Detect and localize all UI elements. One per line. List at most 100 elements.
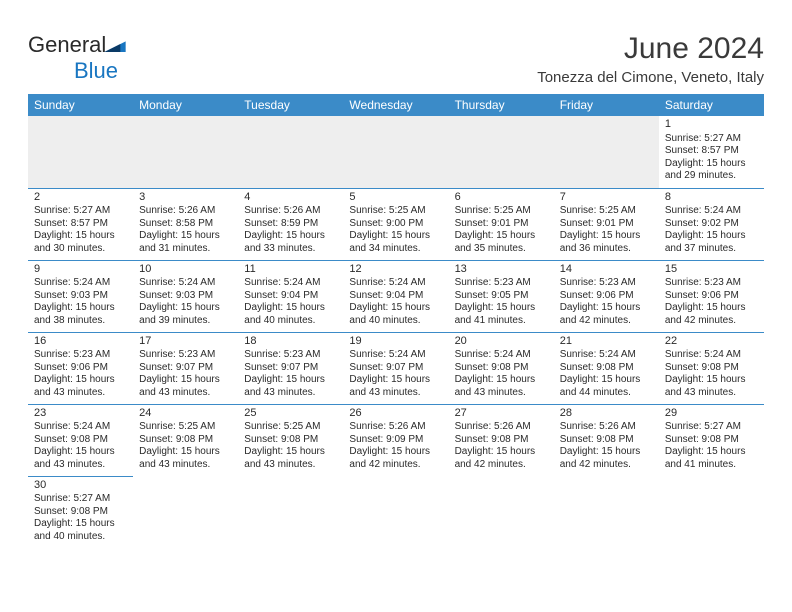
cell-line: and 42 minutes. (560, 459, 653, 472)
cell-line: Daylight: 15 hours (34, 374, 127, 387)
cell-line: Sunrise: 5:24 AM (349, 277, 442, 290)
cell-line: Daylight: 15 hours (349, 230, 442, 243)
cell-line: Sunrise: 5:23 AM (34, 349, 127, 362)
cell-line: Daylight: 15 hours (139, 302, 232, 315)
cell-line: and 43 minutes. (34, 387, 127, 400)
cell-line: Sunset: 9:06 PM (560, 290, 653, 303)
cell-line: Sunset: 9:03 PM (139, 290, 232, 303)
day-number: 30 (34, 479, 127, 493)
day-number: 11 (244, 263, 337, 277)
cell-line: Sunrise: 5:26 AM (349, 421, 442, 434)
cell-line: Daylight: 15 hours (244, 374, 337, 387)
cell-line: Daylight: 15 hours (560, 374, 653, 387)
calendar-cell: 15Sunrise: 5:23 AMSunset: 9:06 PMDayligh… (659, 260, 764, 332)
cell-line: Sunrise: 5:24 AM (455, 349, 548, 362)
cell-line: Sunrise: 5:23 AM (139, 349, 232, 362)
cell-line: Sunset: 9:08 PM (455, 362, 548, 375)
calendar-header: SundayMondayTuesdayWednesdayThursdayFrid… (28, 94, 764, 116)
day-header: Wednesday (343, 94, 448, 116)
cell-line: Sunrise: 5:26 AM (560, 421, 653, 434)
cell-line: Sunset: 8:58 PM (139, 218, 232, 231)
day-number: 25 (244, 407, 337, 421)
day-number: 12 (349, 263, 442, 277)
calendar-cell: 6Sunrise: 5:25 AMSunset: 9:01 PMDaylight… (449, 188, 554, 260)
cell-line: Sunrise: 5:23 AM (244, 349, 337, 362)
logo-text: General Blue (28, 32, 126, 84)
calendar-cell: 16Sunrise: 5:23 AMSunset: 9:06 PMDayligh… (28, 332, 133, 404)
calendar-cell: 26Sunrise: 5:26 AMSunset: 9:09 PMDayligh… (343, 404, 448, 476)
cell-line: Daylight: 15 hours (665, 158, 758, 171)
cell-line: Daylight: 15 hours (139, 446, 232, 459)
cell-line: Daylight: 15 hours (34, 302, 127, 315)
cell-line: Sunset: 9:01 PM (455, 218, 548, 231)
cell-line: and 42 minutes. (560, 315, 653, 328)
day-number: 23 (34, 407, 127, 421)
cell-line: Sunset: 9:08 PM (560, 362, 653, 375)
cell-line: Daylight: 15 hours (349, 446, 442, 459)
cell-line: and 34 minutes. (349, 243, 442, 256)
cell-line: Sunrise: 5:26 AM (455, 421, 548, 434)
day-header: Monday (133, 94, 238, 116)
cell-line: Daylight: 15 hours (139, 374, 232, 387)
cell-line: Sunrise: 5:23 AM (455, 277, 548, 290)
day-number: 16 (34, 335, 127, 349)
day-number: 26 (349, 407, 442, 421)
cell-line: Sunset: 9:07 PM (139, 362, 232, 375)
cell-line: and 40 minutes. (34, 531, 127, 544)
cell-line: Daylight: 15 hours (665, 374, 758, 387)
cell-line: Sunset: 9:04 PM (244, 290, 337, 303)
calendar-week: 9Sunrise: 5:24 AMSunset: 9:03 PMDaylight… (28, 260, 764, 332)
day-number: 21 (560, 335, 653, 349)
cell-line: Sunset: 9:03 PM (34, 290, 127, 303)
calendar-cell: 2Sunrise: 5:27 AMSunset: 8:57 PMDaylight… (28, 188, 133, 260)
cell-line: Sunset: 8:57 PM (665, 145, 758, 158)
calendar-cell: 23Sunrise: 5:24 AMSunset: 9:08 PMDayligh… (28, 404, 133, 476)
calendar-cell: 27Sunrise: 5:26 AMSunset: 9:08 PMDayligh… (449, 404, 554, 476)
day-header: Friday (554, 94, 659, 116)
day-number: 3 (139, 191, 232, 205)
logo-word2: Blue (74, 58, 118, 83)
cell-line: Daylight: 15 hours (665, 302, 758, 315)
calendar-cell (133, 476, 238, 548)
calendar-cell (28, 116, 133, 188)
calendar-cell: 12Sunrise: 5:24 AMSunset: 9:04 PMDayligh… (343, 260, 448, 332)
calendar-cell (449, 476, 554, 548)
calendar-cell: 21Sunrise: 5:24 AMSunset: 9:08 PMDayligh… (554, 332, 659, 404)
calendar-cell (238, 116, 343, 188)
cell-line: Sunset: 9:09 PM (349, 434, 442, 447)
calendar-table: SundayMondayTuesdayWednesdayThursdayFrid… (28, 94, 764, 548)
day-number: 22 (665, 335, 758, 349)
day-number: 20 (455, 335, 548, 349)
cell-line: Sunrise: 5:24 AM (665, 205, 758, 218)
cell-line: Daylight: 15 hours (349, 374, 442, 387)
calendar-cell: 3Sunrise: 5:26 AMSunset: 8:58 PMDaylight… (133, 188, 238, 260)
cell-line: and 39 minutes. (139, 315, 232, 328)
calendar-week: 30Sunrise: 5:27 AMSunset: 9:08 PMDayligh… (28, 476, 764, 548)
cell-line: and 42 minutes. (455, 459, 548, 472)
cell-line: Daylight: 15 hours (560, 230, 653, 243)
cell-line: Sunset: 9:01 PM (560, 218, 653, 231)
logo-word1: General (28, 32, 106, 57)
day-number: 14 (560, 263, 653, 277)
cell-line: and 38 minutes. (34, 315, 127, 328)
calendar-cell: 11Sunrise: 5:24 AMSunset: 9:04 PMDayligh… (238, 260, 343, 332)
cell-line: Sunset: 9:07 PM (349, 362, 442, 375)
cell-line: Daylight: 15 hours (455, 446, 548, 459)
calendar-week: 16Sunrise: 5:23 AMSunset: 9:06 PMDayligh… (28, 332, 764, 404)
cell-line: Sunset: 9:08 PM (665, 434, 758, 447)
cell-line: Sunset: 9:08 PM (665, 362, 758, 375)
cell-line: Sunrise: 5:25 AM (139, 421, 232, 434)
cell-line: Daylight: 15 hours (139, 230, 232, 243)
cell-line: Sunset: 9:08 PM (455, 434, 548, 447)
cell-line: and 40 minutes. (349, 315, 442, 328)
cell-line: and 43 minutes. (34, 459, 127, 472)
calendar-cell: 24Sunrise: 5:25 AMSunset: 9:08 PMDayligh… (133, 404, 238, 476)
calendar-cell: 1Sunrise: 5:27 AMSunset: 8:57 PMDaylight… (659, 116, 764, 188)
day-number: 10 (139, 263, 232, 277)
calendar-cell (554, 116, 659, 188)
calendar-cell: 19Sunrise: 5:24 AMSunset: 9:07 PMDayligh… (343, 332, 448, 404)
calendar-cell: 4Sunrise: 5:26 AMSunset: 8:59 PMDaylight… (238, 188, 343, 260)
calendar-cell (554, 476, 659, 548)
cell-line: Sunrise: 5:24 AM (34, 277, 127, 290)
calendar-cell: 28Sunrise: 5:26 AMSunset: 9:08 PMDayligh… (554, 404, 659, 476)
